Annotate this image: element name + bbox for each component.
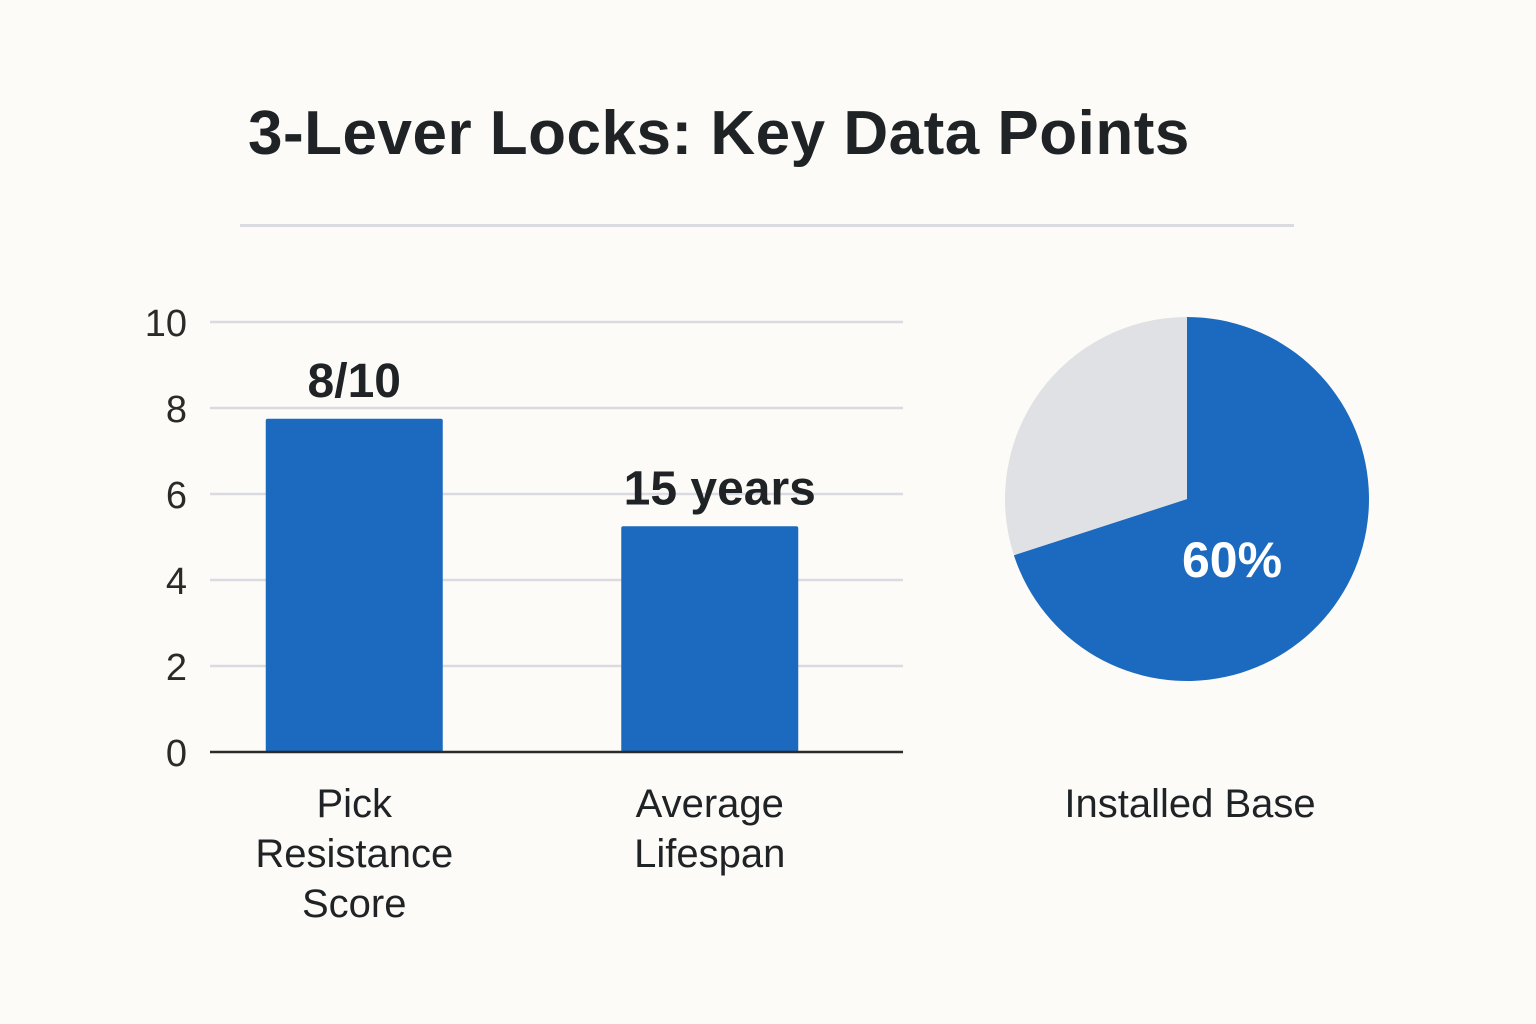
pie-slice: [1013, 317, 1369, 682]
x-tick-label: Lifespan: [634, 832, 785, 876]
bar-data-label: 8/10: [308, 355, 401, 408]
y-tick-label: 8: [166, 389, 187, 431]
y-tick-label: 2: [166, 647, 187, 689]
chart-title: 3-Lever Locks: Key Data Points: [248, 99, 1190, 168]
x-tick-label: Resistance: [255, 832, 453, 876]
x-tick-label: Score: [302, 882, 407, 926]
pie-label: Installed Base: [1064, 782, 1315, 826]
y-tick-label: 0: [166, 733, 187, 775]
y-tick-label: 6: [166, 475, 187, 517]
bar: [265, 418, 443, 752]
pie-chart: 60% Installed Base: [1004, 317, 1369, 826]
bar-data-label: 15 years: [624, 462, 816, 515]
pie-center-label: 60%: [1182, 532, 1282, 588]
pie-slice: [1004, 317, 1187, 556]
title-divider: [240, 224, 1294, 227]
y-tick-label: 4: [166, 561, 187, 603]
bar: [621, 526, 799, 752]
x-tick-label: Average: [636, 782, 784, 826]
bar-chart: 0 2 4 6 8 10 8/10 Pick Resistance Score 15 years Av…: [145, 303, 903, 926]
x-tick-label: Pick: [316, 782, 393, 826]
y-tick-label: 10: [145, 303, 187, 345]
